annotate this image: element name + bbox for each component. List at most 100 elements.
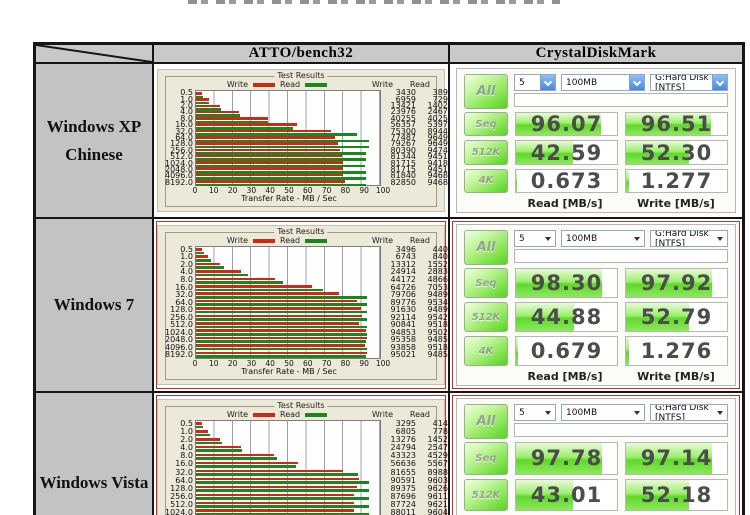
cdm-testsize-dropdown[interactable]: 100MB bbox=[561, 404, 645, 421]
read-bar bbox=[196, 347, 368, 351]
atto-write-values: 3430 6959 13421 23976 40255 56357 75300 77487 79… bbox=[381, 88, 418, 186]
x-axis-tick: 60 bbox=[303, 186, 313, 196]
value-text: 52.79 bbox=[640, 305, 713, 329]
atto-read-value: 89887 bbox=[427, 467, 448, 477]
cdm-comment-field[interactable] bbox=[514, 93, 728, 107]
x-axis-tick: 70 bbox=[321, 186, 332, 196]
atto-cell: Test Results Write Read Write Read bbox=[154, 64, 448, 217]
write-bar bbox=[196, 422, 202, 425]
atto-chart-body: 0.5 1.0 2.0 4.0 8.0 16.0 32.0 64.0 128.0 256.0 512… bbox=[165, 419, 448, 515]
cdm-512k-button[interactable]: 512K bbox=[464, 478, 508, 512]
dropdown-arrow-icon bbox=[540, 75, 555, 90]
atto-read-value: 94746 bbox=[427, 145, 448, 155]
atto-read-value: 94853 bbox=[427, 350, 448, 360]
value-fill-bar bbox=[516, 113, 602, 136]
atto-legend-read-label: Read bbox=[280, 410, 301, 419]
cdm-toolbar: All 5 100MB G:Hard Disk [NTFS] bbox=[464, 74, 728, 109]
cdm-drive-dropdown[interactable]: G:Hard Disk [NTFS] bbox=[650, 404, 728, 421]
atto-read-value: 7780 bbox=[432, 427, 448, 437]
atto-legend-read-label: Read bbox=[280, 80, 301, 89]
x-axis-tick: 40 bbox=[265, 186, 275, 196]
cdm-testcount-dropdown[interactable]: 5 bbox=[514, 74, 556, 91]
cdm-4k-button[interactable]: 4K bbox=[464, 168, 508, 193]
os-label-cell: Windows 7 bbox=[36, 219, 152, 391]
cdm-4k-button[interactable]: 4K bbox=[464, 336, 508, 366]
cdm-seq-button[interactable]: Seq bbox=[464, 442, 508, 475]
clipped-text-top bbox=[188, 0, 560, 4]
atto-bar-pair bbox=[196, 97, 380, 105]
cdm-testsize-dropdown[interactable]: 100MB bbox=[561, 74, 645, 91]
cdm-testcount-dropdown[interactable]: 5 bbox=[514, 230, 556, 247]
atto-size-label: 8.0 bbox=[180, 274, 193, 284]
atto-size-label: 1024.0 bbox=[165, 327, 193, 337]
write-bar bbox=[196, 154, 343, 158]
x-axis-tick: 100 bbox=[375, 186, 391, 196]
cdm-comment-field[interactable] bbox=[514, 249, 728, 263]
atto-bar-pair bbox=[196, 135, 380, 143]
atto-bar-pair bbox=[196, 501, 380, 509]
cdm-units-row: Read [MB/s] Write [MB/s] bbox=[464, 196, 728, 210]
value-text: 42.59 bbox=[530, 140, 603, 165]
cdm-cell: All 5 100MB G:Hard Disk [NTFS] Seq 96.07 96.… bbox=[450, 64, 742, 217]
cdm-test-row: 512K 44.88 52.79 bbox=[464, 302, 728, 332]
write-bar bbox=[196, 351, 367, 355]
write-legend-swatch-icon bbox=[253, 412, 275, 417]
cdm-testsize-dropdown[interactable]: 100MB bbox=[561, 230, 645, 247]
atto-read-value: 94894 bbox=[427, 305, 448, 315]
cdm-results: Seq 98.30 97.92 512K 44.88 52.79 4K 0.679 1.276 bbox=[464, 268, 728, 366]
read-bar bbox=[196, 259, 212, 262]
read-bar bbox=[196, 177, 367, 180]
read-bar bbox=[196, 273, 248, 277]
dropdown-value: 5 bbox=[519, 407, 525, 418]
atto-bar-pair bbox=[196, 122, 380, 130]
cdm-drive-dropdown[interactable]: G:Hard Disk [NTFS] bbox=[650, 74, 728, 91]
dropdown-arrow-icon bbox=[629, 75, 644, 90]
atto-read-value: 94187 bbox=[427, 158, 448, 168]
write-bar bbox=[196, 509, 355, 513]
cdm-all-button[interactable]: All bbox=[464, 230, 508, 265]
write-bar bbox=[196, 167, 343, 170]
atto-size-label: 0.5 bbox=[180, 244, 193, 254]
cdm-seq-button[interactable]: Seq bbox=[464, 268, 508, 298]
header-corner-cell bbox=[36, 45, 152, 62]
cdm-512k-button[interactable]: 512K bbox=[464, 302, 508, 332]
value-text: 52.18 bbox=[640, 483, 713, 507]
cdm-seq-write-value: 97.92 bbox=[625, 268, 728, 298]
atto-size-label: 128.0 bbox=[170, 305, 193, 315]
read-bar bbox=[196, 183, 367, 187]
write-bar bbox=[196, 161, 343, 164]
cdm-comment-field[interactable] bbox=[514, 423, 728, 437]
atto-bar-pair bbox=[196, 421, 380, 429]
atto-size-labels: 0.5 1.0 2.0 4.0 8.0 16.0 32.0 64.0 128.0 256.0 512… bbox=[165, 88, 195, 186]
write-bar bbox=[196, 453, 274, 457]
x-axis-tick: 90 bbox=[359, 359, 369, 369]
cdm-all-button[interactable]: All bbox=[464, 74, 508, 109]
value-fill-bar bbox=[626, 479, 689, 511]
cdm-testcount-dropdown[interactable]: 5 bbox=[514, 404, 556, 421]
read-bar bbox=[196, 170, 366, 174]
atto-write-value: 56357 bbox=[390, 120, 416, 130]
atto-write-value: 79706 bbox=[390, 290, 416, 300]
dropdown-value: G:Hard Disk [NTFS] bbox=[655, 404, 709, 421]
atto-bar-pair bbox=[196, 148, 380, 155]
cdm-seq-button[interactable]: Seq bbox=[464, 112, 508, 137]
atto-write-value: 89776 bbox=[390, 297, 416, 307]
cdm-512k-button[interactable]: 512K bbox=[464, 140, 508, 165]
atto-write-value: 3496 bbox=[395, 244, 416, 254]
cdm-read-units-label: Read [MB/s] bbox=[527, 196, 603, 210]
value-text: 98.30 bbox=[530, 271, 603, 295]
cdm-test-row: Seq 97.78 97.14 bbox=[464, 442, 728, 475]
cdm-all-button[interactable]: All bbox=[464, 404, 508, 439]
write-bar bbox=[196, 336, 368, 340]
atto-size-label: 0.5 bbox=[180, 88, 193, 98]
atto-bar-pair bbox=[196, 110, 380, 118]
value-fill-bar bbox=[516, 169, 518, 192]
cdm-512k-read-value: 44.88 bbox=[515, 302, 618, 332]
value-fill-bar bbox=[516, 141, 573, 164]
atto-bar-pair bbox=[196, 116, 380, 124]
os-label-line: Windows Vista bbox=[39, 473, 149, 493]
write-bar bbox=[196, 110, 240, 114]
cdm-test-row: 4K 0.679 1.276 bbox=[464, 336, 728, 366]
cdm-drive-dropdown[interactable]: G:Hard Disk [NTFS] bbox=[650, 230, 728, 247]
